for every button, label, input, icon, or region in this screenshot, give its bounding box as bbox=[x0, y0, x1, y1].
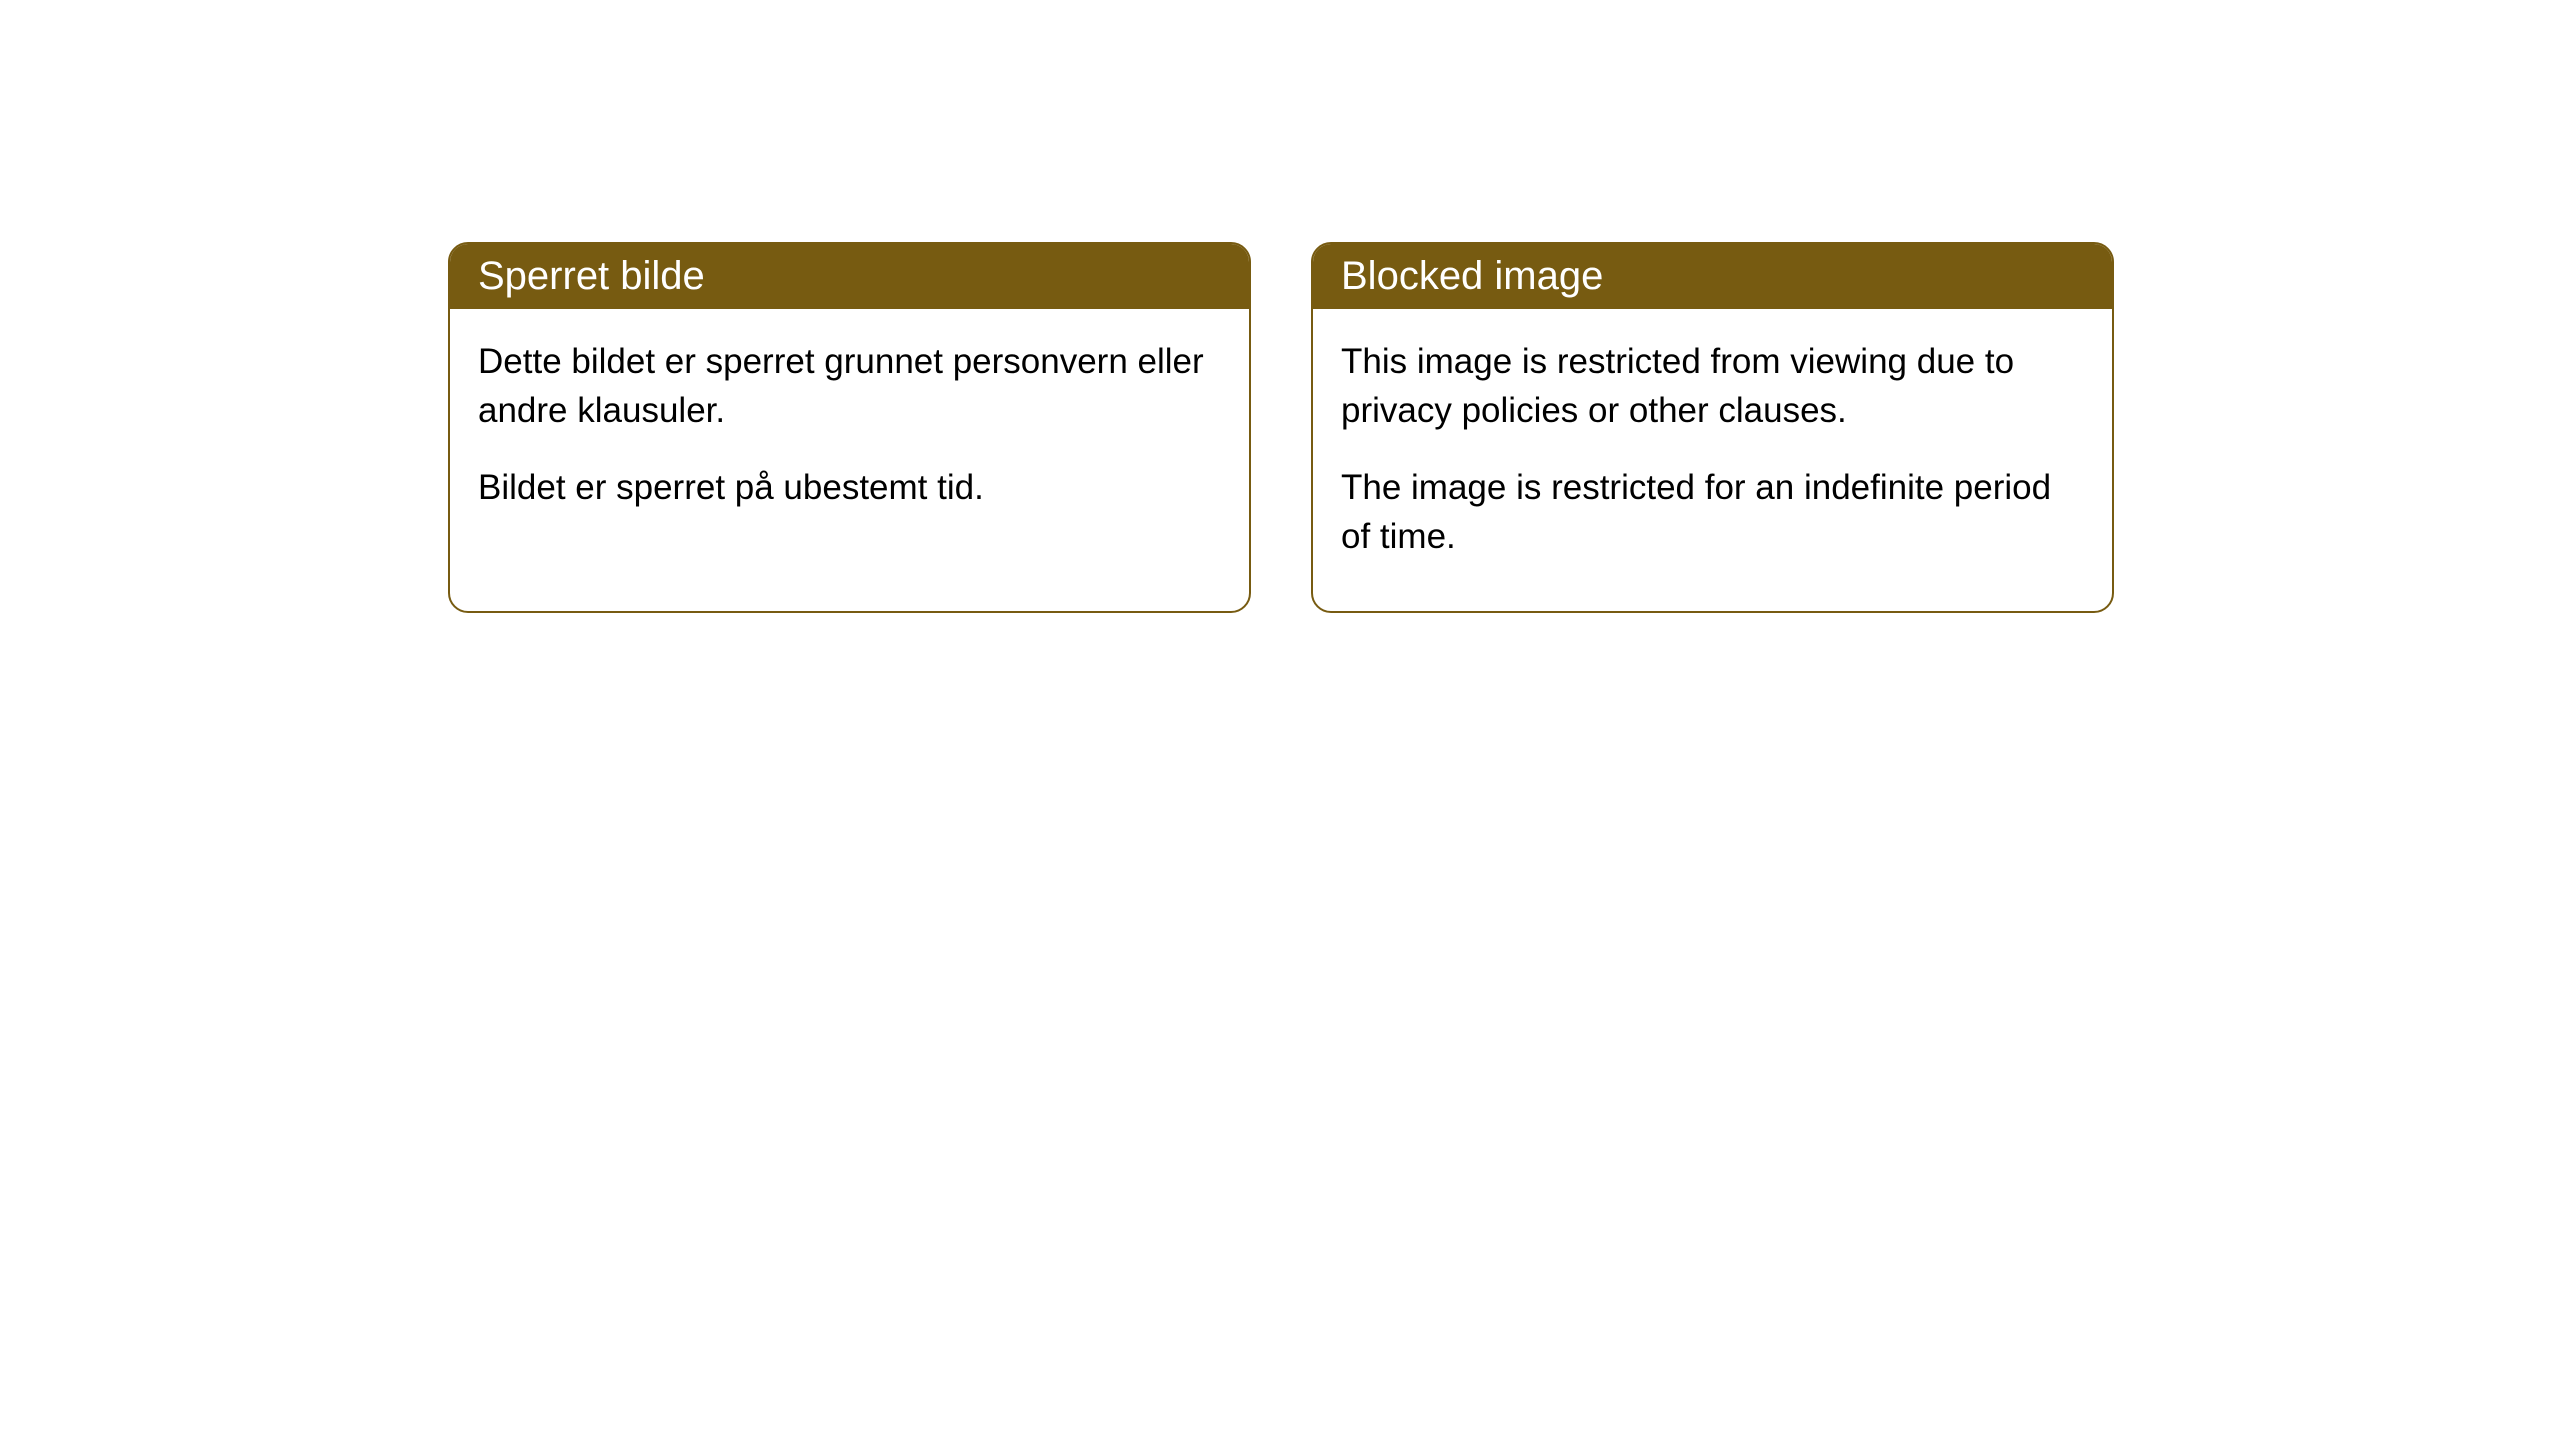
card-paragraph: This image is restricted from viewing du… bbox=[1341, 337, 2084, 435]
card-title: Sperret bilde bbox=[450, 244, 1249, 309]
card-body: Dette bildet er sperret grunnet personve… bbox=[450, 309, 1249, 562]
blocked-image-card-norwegian: Sperret bilde Dette bildet er sperret gr… bbox=[448, 242, 1251, 613]
blocked-image-card-english: Blocked image This image is restricted f… bbox=[1311, 242, 2114, 613]
card-title: Blocked image bbox=[1313, 244, 2112, 309]
card-paragraph: The image is restricted for an indefinit… bbox=[1341, 463, 2084, 561]
cards-container: Sperret bilde Dette bildet er sperret gr… bbox=[448, 242, 2114, 613]
card-paragraph: Bildet er sperret på ubestemt tid. bbox=[478, 463, 1221, 512]
card-body: This image is restricted from viewing du… bbox=[1313, 309, 2112, 611]
card-paragraph: Dette bildet er sperret grunnet personve… bbox=[478, 337, 1221, 435]
